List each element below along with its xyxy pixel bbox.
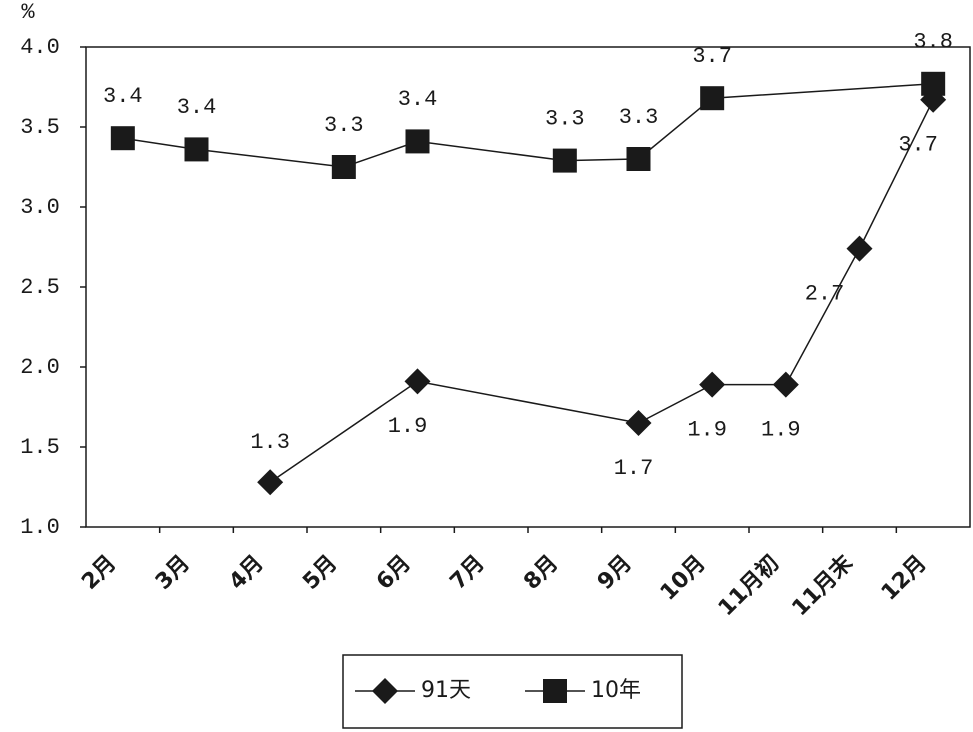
data-label: 3.8: [913, 30, 953, 55]
data-point: [772, 371, 799, 398]
data-label: 1.9: [761, 417, 801, 442]
legend-label: 10年: [591, 678, 641, 703]
data-label: 3.4: [398, 87, 438, 112]
data-point: [257, 469, 284, 496]
y-tick-label: 2.5: [20, 275, 60, 300]
data-label: 2.7: [805, 281, 845, 306]
data-point: [921, 71, 946, 96]
data-label: 3.7: [898, 133, 938, 158]
data-point: [625, 410, 652, 436]
data-point: [700, 86, 725, 111]
y-tick-label: 1.5: [20, 435, 60, 460]
y-tick-label: 2.0: [20, 355, 60, 380]
data-point: [404, 368, 431, 395]
data-label: 1.9: [388, 414, 428, 439]
data-label: 3.7: [692, 44, 732, 69]
data-label: 1.7: [614, 456, 654, 481]
data-point: [626, 147, 651, 171]
data-label: 1.9: [687, 417, 727, 442]
data-label: 3.3: [545, 106, 585, 131]
legend-label: 91天: [421, 678, 471, 703]
data-point: [331, 155, 356, 179]
y-tick-label: 3.5: [20, 115, 60, 140]
legend-marker: [372, 678, 398, 704]
data-point: [110, 126, 135, 151]
data-label: 3.4: [177, 95, 217, 120]
series-line: [122, 83, 934, 168]
data-point: [552, 148, 577, 173]
y-tick-label: 3.0: [20, 195, 60, 220]
y-axis-label: %: [21, 0, 35, 25]
data-label: 3.4: [103, 84, 143, 109]
y-tick-label: 1.0: [20, 515, 60, 540]
data-label: 1.3: [250, 430, 290, 455]
data-label: 3.3: [619, 105, 659, 130]
data-point: [184, 137, 209, 162]
legend-marker: [543, 679, 567, 703]
data-point: [846, 235, 873, 262]
y-tick-label: 4.0: [20, 35, 60, 60]
data-label: 3.3: [324, 113, 364, 138]
data-point: [699, 371, 726, 398]
data-point: [405, 129, 430, 154]
